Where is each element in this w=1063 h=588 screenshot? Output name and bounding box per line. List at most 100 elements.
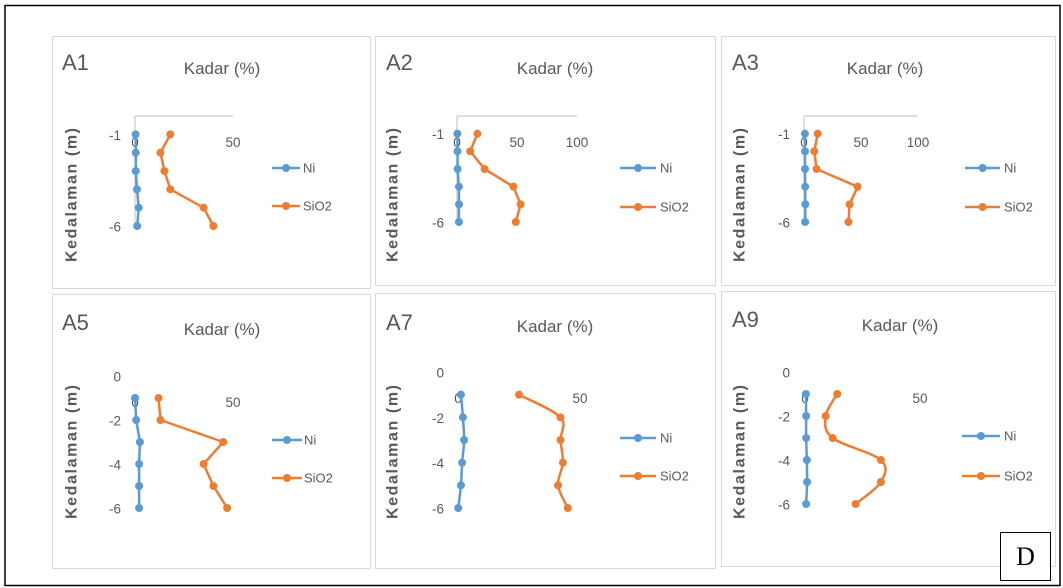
- y-tick-label: -1: [778, 127, 790, 142]
- legend: Ni SiO2: [272, 161, 332, 214]
- sio2-data-point: [876, 456, 885, 464]
- ni-data-point: [458, 413, 467, 422]
- y-tick-label: -2: [432, 411, 444, 426]
- ni-data-point: [453, 129, 462, 138]
- legend-label: Ni: [660, 431, 672, 446]
- x-tick-label: 50: [509, 135, 524, 150]
- legend: Ni SiO2: [620, 161, 689, 215]
- ni-data-point: [460, 436, 469, 444]
- sio2-data-point: [509, 182, 518, 191]
- ni-data-point: [131, 167, 140, 175]
- x-tick-label: 50: [225, 395, 240, 410]
- ni-data-point: [800, 129, 809, 138]
- sio2-data-point: [833, 390, 842, 398]
- ni-data-point: [132, 416, 141, 424]
- sio2-data-point: [199, 460, 208, 468]
- ni-data-point: [135, 482, 144, 490]
- legend-marker: [634, 472, 642, 480]
- y-tick-label: -6: [432, 216, 444, 231]
- sio2-data-point: [480, 165, 489, 173]
- ni-data-point: [131, 130, 140, 139]
- sio2-data-point: [199, 203, 208, 212]
- ni-series-line: [803, 132, 807, 224]
- y-axis-title: Kedalaman (m): [732, 128, 749, 262]
- legend-item-sio2: SiO2: [272, 471, 333, 486]
- y-tick-label: 0: [436, 366, 444, 381]
- y-tick-label: -4: [109, 458, 121, 473]
- chart-title: A9: [732, 307, 759, 332]
- legend-label: Ni: [660, 161, 672, 176]
- ni-data-point: [135, 504, 144, 512]
- legend-label: Ni: [304, 433, 316, 448]
- x-axis-title: Kadar (%): [517, 317, 594, 336]
- ni-data-point: [454, 218, 463, 226]
- sio2-data-point: [845, 200, 854, 209]
- sio2-data-point: [154, 394, 163, 402]
- x-axis-title: Kadar (%): [517, 59, 594, 78]
- ni-data-point: [134, 203, 143, 212]
- chart-frame: [52, 294, 371, 569]
- ni-data-point: [802, 434, 811, 442]
- y-tick-label: -4: [432, 456, 444, 471]
- chart-title: A7: [386, 310, 413, 335]
- legend: Ni SiO2: [272, 433, 333, 486]
- sio2-data-point: [828, 434, 837, 442]
- legend-item-ni: Ni: [965, 161, 1016, 176]
- x-axis-title: Kadar (%): [862, 316, 939, 335]
- chart-title: A1: [62, 50, 89, 75]
- ni-data-point: [454, 504, 463, 512]
- sio2-data-point: [810, 147, 819, 156]
- ni-data-point: [801, 165, 810, 173]
- y-tick-label: -1: [109, 128, 121, 143]
- ni-data-point: [135, 438, 144, 446]
- sio2-data-point: [556, 436, 565, 444]
- ni-data-point: [454, 182, 463, 191]
- ni-data-point: [802, 456, 811, 464]
- legend-label: Ni: [1004, 429, 1016, 444]
- figure-label: D: [1016, 541, 1035, 571]
- x-tick-label: 50: [853, 135, 868, 150]
- y-tick-label: -6: [109, 220, 121, 235]
- y-tick-label: -4: [778, 454, 790, 469]
- legend-marker: [634, 434, 642, 442]
- figure-frame: [4, 4, 1061, 587]
- sio2-data-point: [516, 200, 525, 209]
- x-tick-label: 0: [454, 391, 462, 406]
- ni-data-point: [132, 185, 141, 194]
- ni-data-point: [458, 458, 467, 467]
- sio2-data-point: [851, 500, 860, 508]
- ni-data-point: [453, 165, 462, 173]
- legend-item-ni: Ni: [272, 161, 315, 176]
- ni-data-point: [456, 390, 465, 399]
- legend-item-ni: Ni: [272, 433, 316, 448]
- sio2-data-point: [876, 478, 885, 486]
- sio2-data-point: [511, 218, 520, 226]
- legend-item-sio2: SiO2: [620, 200, 689, 215]
- y-axis-title: Kedalaman (m): [64, 128, 81, 262]
- sio2-data-point: [821, 412, 830, 420]
- legend-marker: [978, 203, 987, 211]
- legend-item-ni: Ni: [962, 429, 1016, 444]
- legend-label: Ni: [1004, 161, 1016, 176]
- ni-data-point: [133, 222, 142, 230]
- chart-panel: A7 Kadar (%) Kedalaman (m) 0 50 0 -2 -4 -6 Ni SiO2: [375, 293, 716, 569]
- chart-frame: [375, 36, 716, 286]
- y-axis-title: Kedalaman (m): [385, 128, 402, 262]
- chart-title: A2: [386, 50, 413, 75]
- ni-data-point: [131, 394, 139, 402]
- chart-grid: A1 Kadar (%) Kedalaman (m) 0 50 -1 -6 Ni SiO2 A2 K…: [52, 36, 1056, 569]
- x-tick-label: 50: [572, 391, 587, 406]
- sio2-data-point: [473, 129, 482, 138]
- ni-data-point: [455, 200, 464, 209]
- y-tick-label: -6: [109, 502, 121, 517]
- ni-data-point: [802, 500, 811, 508]
- sio2-data-point: [166, 185, 175, 194]
- x-axis-title: Kadar (%): [847, 59, 924, 78]
- ni-data-point: [135, 460, 144, 468]
- x-tick-label: 100: [907, 135, 930, 150]
- y-axis-title: Kedalaman (m): [64, 385, 81, 519]
- x-axis-title: Kadar (%): [184, 59, 261, 78]
